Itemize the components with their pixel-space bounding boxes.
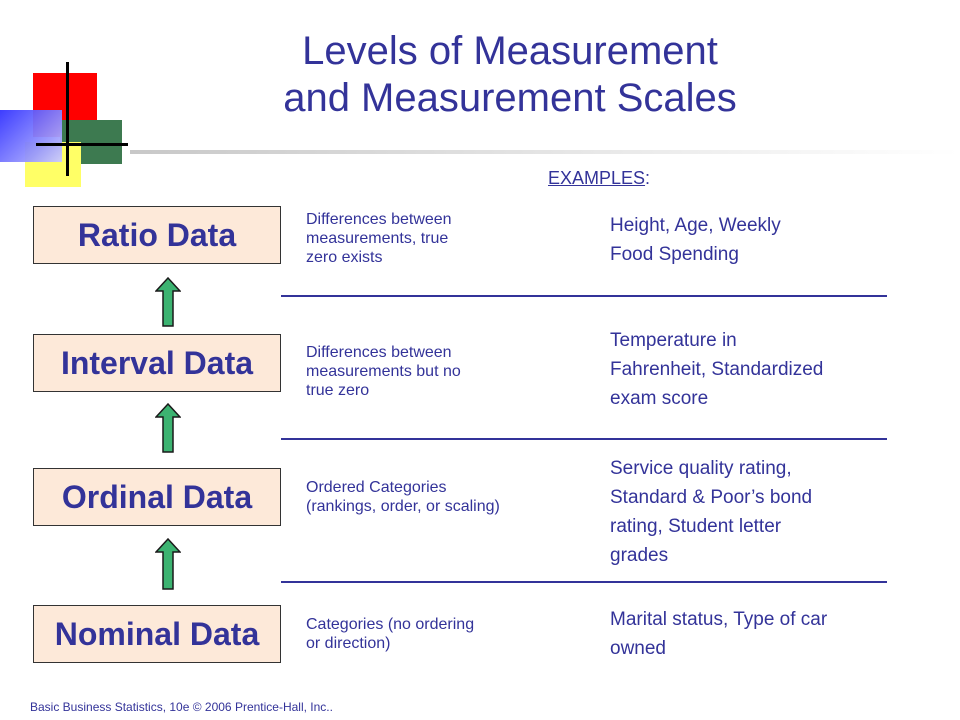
row-separator: [281, 438, 887, 440]
nominal-description: Categories (no ordering or direction): [306, 615, 576, 653]
example-line: Marital status, Type of car: [610, 609, 828, 630]
row-separator: [281, 295, 887, 297]
example-line: Fahrenheit, Standardized: [610, 359, 824, 380]
example-line: exam score: [610, 388, 709, 409]
description-line: Differences between: [306, 344, 452, 361]
slide-logo: [0, 0, 130, 200]
logo-horizontal-line: [36, 143, 128, 146]
examples-header: EXAMPLES:: [548, 168, 650, 189]
level-box-ordinal: Ordinal Data: [33, 468, 281, 526]
blue-square-decoration: [0, 110, 62, 162]
level-box-interval: Interval Data: [33, 334, 281, 392]
example-line: Service quality rating,: [610, 458, 792, 479]
example-line: Temperature in: [610, 330, 737, 351]
description-line: or direction): [306, 635, 391, 652]
up-arrow-icon: [155, 538, 181, 590]
ordinal-description: Ordered Categories (rankings, order, or …: [306, 478, 576, 516]
title-underline-rule: [130, 150, 960, 154]
slide-title: Levels of Measurement and Measurement Sc…: [160, 28, 860, 122]
level-box-nominal: Nominal Data: [33, 605, 281, 663]
description-line: Ordered Categories: [306, 479, 447, 496]
up-arrow-icon: [155, 403, 181, 453]
ordinal-examples: Service quality rating, Standard & Poor’…: [610, 454, 900, 570]
description-line: measurements but no: [306, 363, 461, 380]
up-arrow-icon: [155, 277, 181, 327]
interval-examples: Temperature in Fahrenheit, Standardized …: [610, 326, 900, 413]
examples-label: EXAMPLES: [548, 168, 646, 188]
example-line: Food Spending: [610, 244, 739, 265]
example-line: Standard & Poor’s bond: [610, 487, 813, 508]
nominal-examples: Marital status, Type of car owned: [610, 605, 900, 663]
example-line: grades: [610, 545, 669, 566]
level-box-ratio: Ratio Data: [33, 206, 281, 264]
description-line: Differences between: [306, 211, 452, 228]
example-line: Height, Age, Weekly: [610, 215, 781, 236]
logo-vertical-line: [66, 62, 69, 176]
description-line: measurements, true: [306, 230, 449, 247]
ratio-examples: Height, Age, Weekly Food Spending: [610, 211, 900, 269]
description-line: Categories (no ordering: [306, 616, 475, 633]
description-line: zero exists: [306, 249, 383, 266]
description-line: (rankings, order, or scaling): [306, 498, 500, 515]
title-line-2: and Measurement Scales: [283, 76, 737, 120]
examples-colon: :: [645, 168, 651, 188]
slide-footer: Basic Business Statistics, 10e © 2006 Pr…: [30, 700, 333, 714]
example-line: owned: [610, 638, 666, 659]
interval-description: Differences between measurements but no …: [306, 343, 576, 400]
ratio-description: Differences between measurements, true z…: [306, 210, 576, 267]
example-line: rating, Student letter: [610, 516, 782, 537]
row-separator: [281, 581, 887, 583]
description-line: true zero: [306, 382, 370, 399]
title-line-1: Levels of Measurement: [302, 29, 718, 73]
